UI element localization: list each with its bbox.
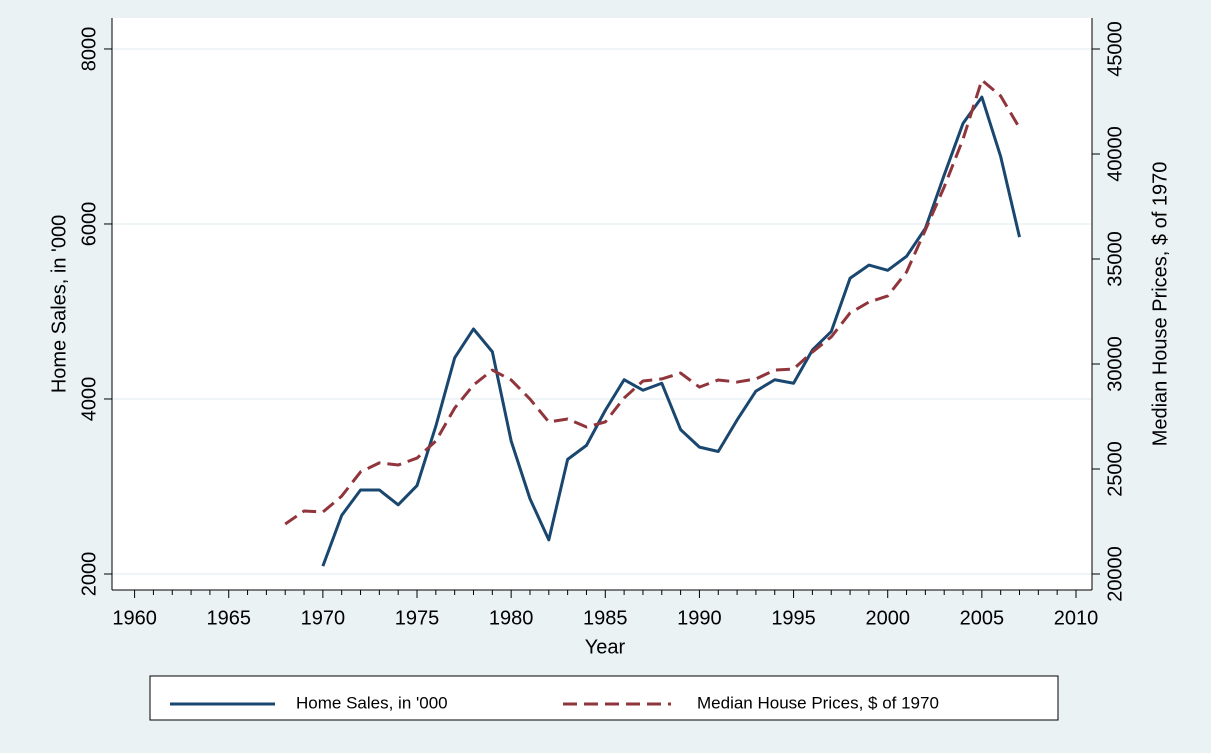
legend-label: Home Sales, in '000 xyxy=(296,693,448,712)
y2-tick-label: 45000 xyxy=(1104,21,1126,77)
x-tick-label: 1980 xyxy=(489,607,534,629)
y-tick-label: 2000 xyxy=(78,552,100,597)
plot-area xyxy=(112,18,1092,590)
x-tick-label: 2005 xyxy=(960,607,1005,629)
y2-tick-label: 20000 xyxy=(1104,546,1126,602)
y2-axis-label: Median House Prices, $ of 1970 xyxy=(1149,162,1171,447)
x-tick-label: 1960 xyxy=(112,607,157,629)
series-line xyxy=(284,78,1021,526)
y2-tick-label: 40000 xyxy=(1104,126,1126,182)
x-tick-label: 2000 xyxy=(865,607,910,629)
x-tick-label: 1970 xyxy=(301,607,346,629)
x-tick-label: 2010 xyxy=(1054,607,1099,629)
x-axis-label: Year xyxy=(585,636,626,658)
legend xyxy=(149,675,1059,721)
series-line xyxy=(321,95,1021,567)
x-tick-label: 1990 xyxy=(677,607,722,629)
y-tick-label: 4000 xyxy=(78,377,100,422)
y-tick-label: 6000 xyxy=(78,202,100,247)
y-tick-label: 8000 xyxy=(78,27,100,72)
y-axis-label: Home Sales, in '000 xyxy=(48,215,70,393)
x-tick-label: 1985 xyxy=(583,607,628,629)
x-tick-label: 1995 xyxy=(771,607,816,629)
y2-tick-label: 25000 xyxy=(1104,441,1126,497)
x-tick-label: 1965 xyxy=(206,607,251,629)
y2-tick-label: 30000 xyxy=(1104,336,1126,392)
legend-label: Median House Prices, $ of 1970 xyxy=(697,693,939,712)
y2-tick-label: 35000 xyxy=(1104,231,1126,287)
x-tick-label: 1975 xyxy=(395,607,440,629)
